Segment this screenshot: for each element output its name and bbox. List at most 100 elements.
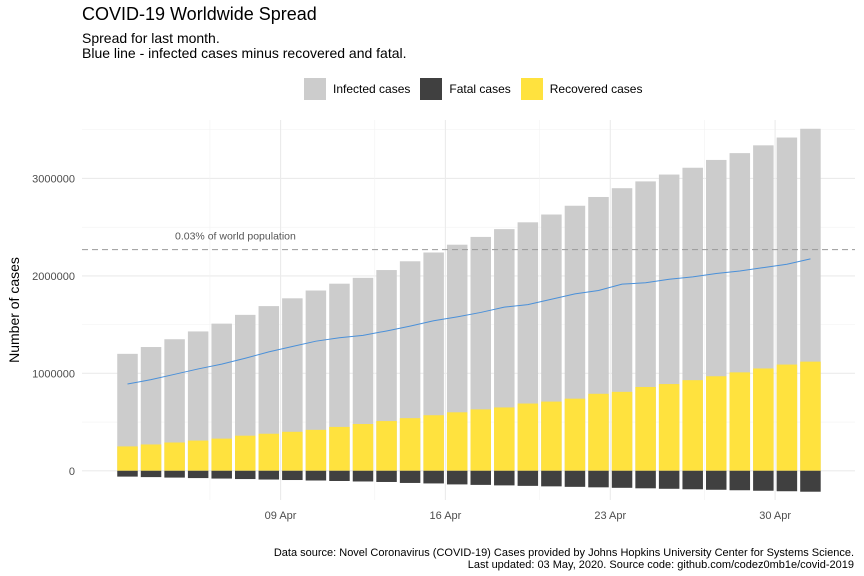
fatal-bar [376,470,397,482]
subtitle-line-2: Blue line - infected cases minus recover… [82,45,407,61]
fatal-bar [117,470,138,477]
recovered-bar [211,438,232,471]
infected-bar [376,270,397,471]
fatal-bar [517,470,539,486]
recovered-bar [305,429,327,471]
recovered-bar [564,398,586,471]
legend: Infected cases Fatal cases Recovered cas… [304,78,652,100]
recovered-bar [706,376,727,471]
recovered-bar [494,407,515,471]
fatal-bar [211,470,232,479]
infected-bar [282,298,303,471]
recovered-bar [729,372,751,471]
x-tick-label: 09 Apr [265,510,297,522]
recovered-bar [658,384,680,471]
legend-label-infected: Infected cases [333,82,411,96]
recovered-bar [682,380,703,471]
infected-bar [235,314,256,471]
x-tick-label: 23 Apr [594,510,626,522]
infected-bar [164,339,185,471]
recovered-bar [446,412,468,471]
chart-title: COVID-19 Worldwide Spread [82,4,317,24]
legend-swatch-infected [304,78,326,100]
recovered-bar [282,431,303,471]
recovered-bar [588,393,609,471]
legend-item-recovered: Recovered cases [520,78,643,100]
fatal-bar [423,470,444,484]
fatal-bar [776,470,798,492]
fatal-bar [494,470,515,486]
fatal-bar [564,470,586,487]
fatal-bar [164,470,185,478]
recovered-bar [470,409,491,471]
recovered-bar [635,386,656,471]
recovered-bar [164,442,185,471]
recovered-bar [329,426,350,471]
recovered-bar [352,424,374,471]
legend-swatch-fatal [420,78,443,100]
legend-item-infected: Infected cases [304,78,410,100]
caption-line-2: Last updated: 03 May, 2020. Source code:… [467,559,854,571]
infected-bar [305,290,327,471]
recovered-bar [753,368,774,471]
infected-bar [258,306,280,471]
fatal-bar [470,470,491,485]
chart-subtitle: Spread for last month. Blue line - infec… [82,31,407,61]
fatal-bar [399,470,421,483]
recovered-bar [187,440,209,471]
fatal-bar [305,470,327,481]
fatal-bar [541,470,562,487]
fatal-bar [611,470,633,488]
recovered-bar [611,391,633,471]
bars [117,128,821,492]
legend-item-fatal: Fatal cases [420,78,511,100]
subtitle-line-1: Spread for last month. [82,30,220,46]
infected-bar [140,347,162,471]
fatal-bar [706,470,727,490]
x-tick-label: 16 Apr [430,510,462,522]
recovered-bar [140,444,162,471]
fatal-bar [352,470,374,482]
recovered-bar [376,421,397,471]
infected-bar [329,283,350,471]
fatal-bar [588,470,609,488]
x-tick-label: 30 Apr [759,510,791,522]
fatal-bar [282,470,303,481]
y-axis-label: Number of cases [6,257,22,363]
fatal-bar [258,470,280,480]
recovered-bar [541,401,562,471]
recovered-bar [258,433,280,471]
legend-label-recovered: Recovered cases [549,82,643,96]
chart-caption: Data source: Novel Coronavirus (COVID-19… [274,547,854,571]
recovered-bar [117,446,138,471]
fatal-bar [658,470,680,489]
infected-bar [187,331,209,471]
y-tick-label: 1000000 [32,368,75,380]
recovered-bar [517,403,539,471]
fatal-bar [635,470,656,489]
infected-bar [352,277,374,471]
legend-swatch-recovered [520,78,543,100]
recovered-bar [399,418,421,471]
recovered-bar [800,361,821,471]
y-tick-label: 0 [69,466,75,478]
recovered-bar [776,364,798,471]
fatal-bar [187,470,209,479]
y-tick-label: 3000000 [32,173,75,185]
recovered-bar [235,435,256,471]
fatal-bar [800,470,821,492]
reference-line-label: 0.03% of world population [175,231,296,243]
infected-bar [211,323,232,471]
fatal-bar [235,470,256,480]
legend-label-fatal: Fatal cases [449,82,511,96]
fatal-bar [329,470,350,481]
y-tick-label: 2000000 [32,271,75,283]
fatal-bar [682,470,703,490]
recovered-bar [423,415,444,471]
fatal-bar [753,470,774,491]
fatal-bar [446,470,468,485]
caption-line-1: Data source: Novel Coronavirus (COVID-19… [273,547,854,559]
fatal-bar [140,470,162,478]
fatal-bar [729,470,751,491]
